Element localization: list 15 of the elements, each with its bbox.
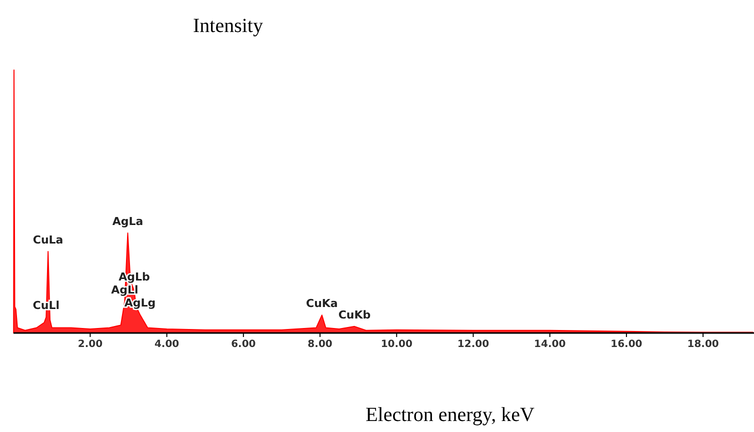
x-tick-label: 10.00 bbox=[380, 339, 412, 350]
annotation: CuKa bbox=[306, 297, 338, 310]
x-tick-label: 2.00 bbox=[78, 339, 103, 350]
x-axis-title: Electron energy, keV bbox=[366, 404, 535, 426]
x-tick-label: 8.00 bbox=[308, 339, 332, 350]
annotation: AgLa bbox=[112, 215, 144, 228]
annotation: CuLa bbox=[32, 233, 64, 246]
x-tick-label: 16.00 bbox=[610, 339, 642, 350]
x-tick-label: 14.00 bbox=[534, 339, 566, 350]
y-axis-title: Intensity bbox=[193, 15, 263, 37]
x-tick-label: 6.00 bbox=[231, 339, 256, 350]
x-tick-label: 18.00 bbox=[687, 339, 719, 350]
x-tick-label: 4.00 bbox=[154, 339, 180, 350]
x-tick-label: 12.00 bbox=[457, 339, 490, 350]
annotation: CuKb bbox=[338, 308, 371, 322]
